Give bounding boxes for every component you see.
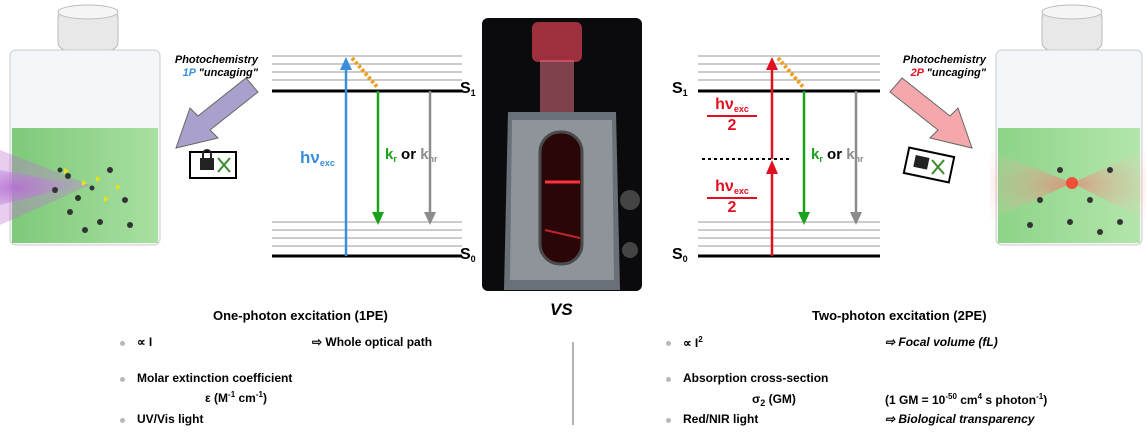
right-s0-sub: 0 bbox=[682, 254, 688, 264]
left-photochemistry-label: Photochemistry 1P "uncaging" bbox=[162, 54, 258, 80]
right-2p-tag: 2P bbox=[910, 67, 924, 79]
left-s0-main: S bbox=[460, 246, 471, 263]
right-hv-lower-denominator: 2 bbox=[727, 199, 737, 216]
left-kr-main: k bbox=[385, 146, 394, 163]
left-s1-label: S1 bbox=[460, 80, 476, 98]
right-photochemistry-label: Photochemistry 2P "uncaging" bbox=[890, 54, 986, 80]
right-bullet-2-definition: (1 GM = 10-50 cm4 s photon-1) bbox=[885, 392, 1047, 407]
right-gm-sup3: -1 bbox=[1036, 392, 1044, 401]
left-s1-main: S bbox=[460, 80, 471, 97]
left-s0-sub: 0 bbox=[470, 254, 476, 264]
left-eps-mid: cm bbox=[235, 391, 256, 405]
right-hv-lower-main: hν bbox=[715, 178, 734, 195]
right-b1-main: ∝ I bbox=[683, 336, 699, 350]
left-jablonski-diagram bbox=[272, 55, 462, 258]
right-bullet-1-right: ⇨ Focal volume (fL) bbox=[885, 335, 998, 349]
right-rate-label: kr or knr bbox=[811, 146, 864, 164]
right-bullet-2: Absorption cross-section bbox=[683, 371, 829, 385]
right-heading: Two-photon excitation (2PE) bbox=[812, 308, 987, 323]
left-bullet-2: Molar extinction coefficient bbox=[137, 371, 293, 385]
left-bullet-1-left: ∝ I bbox=[137, 335, 153, 349]
left-hv-main: hν bbox=[300, 148, 320, 167]
right-hv-lower-sub: exc bbox=[733, 186, 749, 196]
left-1p-tag: 1P bbox=[182, 67, 196, 79]
right-uncaging-word: "uncaging" bbox=[926, 67, 986, 79]
right-sigma-gm: (GM) bbox=[765, 392, 796, 406]
right-b1-sup: 2 bbox=[698, 335, 703, 344]
right-hv-upper-label: hνexc 2 bbox=[707, 96, 757, 135]
right-hv-upper-main: hν bbox=[715, 96, 734, 113]
right-bullet-3: Red/NIR light bbox=[683, 412, 759, 426]
right-sigma-sub: 2 bbox=[760, 398, 766, 408]
right-s1-label: S1 bbox=[672, 80, 688, 98]
right-s1-sub: 1 bbox=[682, 88, 688, 98]
left-photochemistry-word: Photochemistry bbox=[174, 54, 258, 66]
left-bullet-1-right: ⇨ Whole optical path bbox=[312, 335, 433, 349]
right-gm-b: cm bbox=[956, 393, 978, 407]
right-bullet-dot-3 bbox=[666, 418, 671, 423]
right-cuvette bbox=[990, 4, 1146, 246]
right-cage-lock-icon bbox=[902, 146, 956, 184]
right-gm-sup2: 4 bbox=[977, 392, 983, 401]
right-bullet-dot-1 bbox=[666, 341, 671, 346]
right-bullet-dot-2 bbox=[666, 377, 671, 382]
right-or: or bbox=[827, 146, 843, 163]
left-uncaging-arrow bbox=[175, 77, 259, 149]
left-kr-sub: r bbox=[393, 154, 397, 164]
left-s0-label: S0 bbox=[460, 246, 476, 264]
left-eps-main: ε (M bbox=[205, 391, 229, 405]
left-bullet-2-units: ε (M-1 cm-1) bbox=[205, 390, 267, 405]
left-cuvette bbox=[0, 4, 161, 246]
experiment-photo bbox=[482, 18, 642, 291]
right-uncaging-arrow bbox=[889, 77, 973, 149]
right-bullet-3-right: ⇨ Biological transparency bbox=[885, 412, 1035, 426]
left-s1-sub: 1 bbox=[470, 88, 476, 98]
left-cage-lock-icon bbox=[189, 149, 237, 179]
right-s0-main: S bbox=[672, 246, 683, 263]
left-eps-sup1: -1 bbox=[228, 390, 236, 399]
right-hv-lower-label: hνexc 2 bbox=[707, 178, 757, 217]
left-hv-exc-label: hνexc bbox=[300, 148, 335, 168]
right-knr-sub: nr bbox=[854, 154, 864, 164]
right-bullet-2-sigma: σ2 (GM) bbox=[752, 392, 796, 408]
right-hv-upper-denominator: 2 bbox=[727, 117, 737, 134]
right-sigma-main: σ bbox=[752, 392, 761, 406]
left-or: or bbox=[401, 146, 417, 163]
left-bullet-dot-1 bbox=[120, 341, 125, 346]
right-knr-main: k bbox=[846, 146, 855, 163]
left-bullet-dot-3 bbox=[120, 418, 125, 423]
right-photochemistry-word: Photochemistry bbox=[902, 54, 986, 66]
left-rate-label: kr or knr bbox=[385, 146, 438, 164]
left-bullet-3: UV/Vis light bbox=[137, 412, 204, 426]
right-s1-main: S bbox=[672, 80, 683, 97]
left-heading: One-photon excitation (1PE) bbox=[213, 308, 388, 323]
left-knr-sub: nr bbox=[428, 154, 438, 164]
right-s0-label: S0 bbox=[672, 246, 688, 264]
right-kr-sub: r bbox=[819, 154, 823, 164]
left-eps-end: ) bbox=[262, 391, 267, 405]
right-hv-upper-sub: exc bbox=[733, 104, 749, 114]
right-gm-c: s photon bbox=[982, 393, 1037, 407]
right-gm-a: (1 GM = 10 bbox=[885, 393, 946, 407]
right-gm-sup1: -50 bbox=[945, 392, 957, 401]
left-uncaging-word: "uncaging" bbox=[198, 67, 258, 79]
right-kr-main: k bbox=[811, 146, 820, 163]
left-bullet-dot-2 bbox=[120, 377, 125, 382]
left-knr-main: k bbox=[420, 146, 429, 163]
right-jablonski-diagram bbox=[698, 55, 880, 258]
left-eps-sup2: -1 bbox=[255, 390, 263, 399]
left-hv-sub: exc bbox=[319, 158, 335, 168]
vs-label: VS bbox=[550, 300, 573, 319]
right-gm-d: ) bbox=[1043, 393, 1048, 407]
right-bullet-1-left: ∝ I2 bbox=[683, 335, 703, 350]
